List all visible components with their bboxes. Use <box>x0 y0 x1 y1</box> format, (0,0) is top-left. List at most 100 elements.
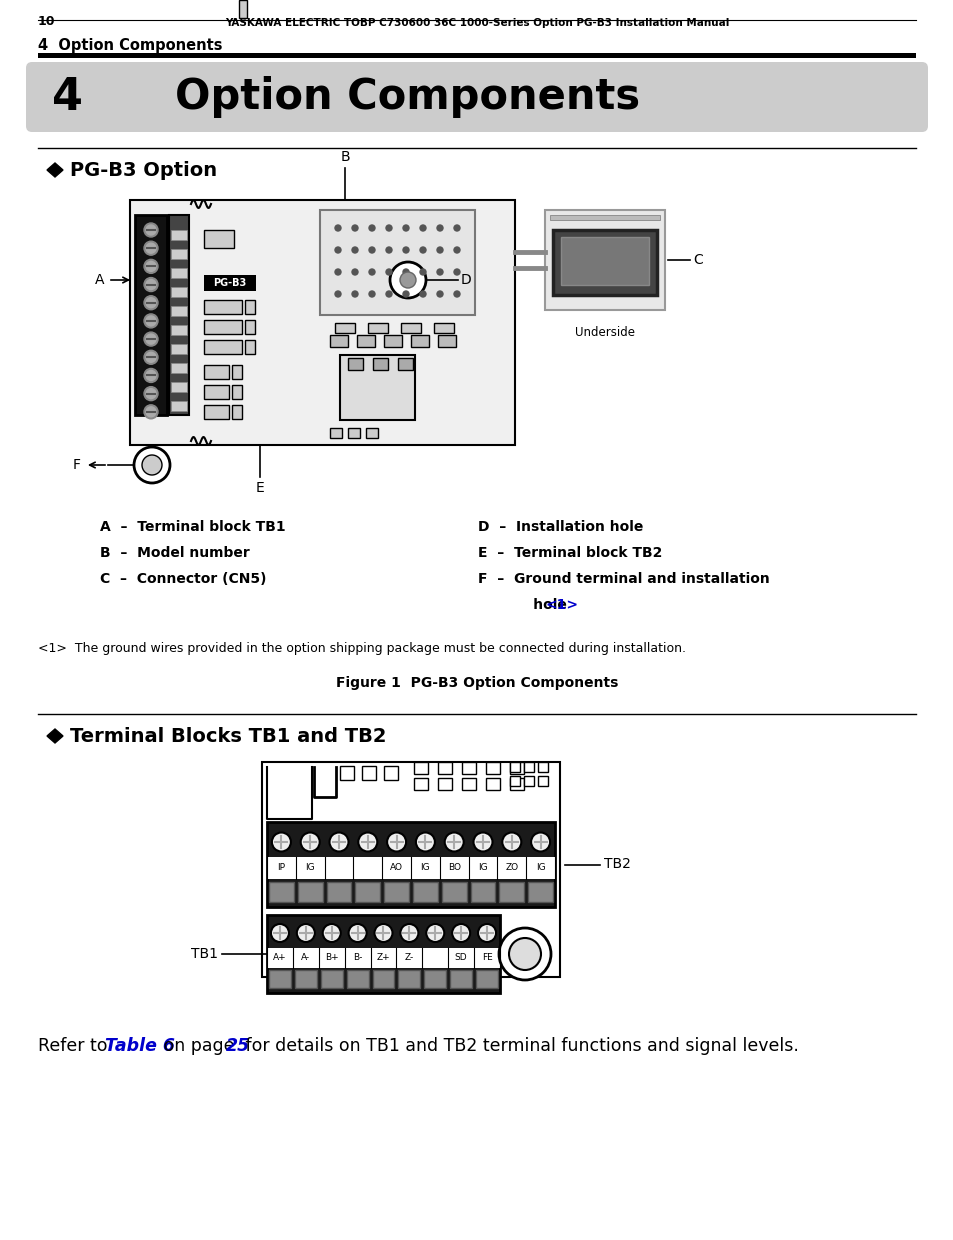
Circle shape <box>146 279 156 290</box>
Bar <box>269 970 291 988</box>
Circle shape <box>531 832 550 852</box>
Bar <box>169 215 189 415</box>
Circle shape <box>375 924 392 942</box>
Bar <box>262 763 559 977</box>
Bar <box>171 249 187 259</box>
Circle shape <box>402 224 409 231</box>
Bar <box>204 365 229 379</box>
Text: D  –  Installation hole: D – Installation hole <box>477 520 642 534</box>
Circle shape <box>335 291 340 298</box>
Text: A: A <box>94 273 104 286</box>
Circle shape <box>386 269 392 275</box>
Circle shape <box>352 291 357 298</box>
Circle shape <box>335 224 340 231</box>
Circle shape <box>386 224 392 231</box>
Bar <box>204 275 255 291</box>
Circle shape <box>509 937 540 970</box>
Circle shape <box>369 269 375 275</box>
Circle shape <box>352 224 357 231</box>
Circle shape <box>352 247 357 253</box>
Text: on page: on page <box>158 1037 240 1055</box>
Circle shape <box>502 832 520 852</box>
Bar <box>267 822 555 906</box>
Text: Refer to: Refer to <box>38 1037 112 1055</box>
Text: for details on TB1 and TB2 terminal functions and signal levels.: for details on TB1 and TB2 terminal func… <box>240 1037 799 1055</box>
Circle shape <box>358 832 376 852</box>
Circle shape <box>352 269 357 275</box>
Bar <box>537 776 547 786</box>
Circle shape <box>419 269 426 275</box>
Circle shape <box>454 247 459 253</box>
Bar <box>461 763 476 774</box>
Bar <box>171 229 187 241</box>
Circle shape <box>146 371 156 381</box>
Text: AO: AO <box>390 863 403 873</box>
Text: B  –  Model number: B – Model number <box>100 546 250 560</box>
Circle shape <box>369 224 375 231</box>
Bar <box>528 882 553 901</box>
Text: IG: IG <box>305 863 314 873</box>
Circle shape <box>146 316 156 326</box>
Circle shape <box>436 269 442 275</box>
Circle shape <box>416 832 435 852</box>
Bar <box>339 355 415 420</box>
Circle shape <box>144 387 158 401</box>
Bar <box>437 777 452 790</box>
Bar <box>368 322 388 334</box>
Bar <box>171 268 187 278</box>
Bar <box>267 915 499 993</box>
Text: 25: 25 <box>225 1037 250 1055</box>
Bar <box>267 857 555 879</box>
Circle shape <box>144 278 158 291</box>
Text: A-: A- <box>301 954 310 962</box>
Circle shape <box>272 832 291 852</box>
Circle shape <box>296 924 314 942</box>
Bar <box>544 210 664 310</box>
Text: SD: SD <box>455 954 467 962</box>
Bar <box>498 882 523 901</box>
Text: IG: IG <box>536 863 545 873</box>
Bar <box>384 882 409 901</box>
Bar <box>476 970 497 988</box>
Text: E  –  Terminal block TB2: E – Terminal block TB2 <box>477 546 661 560</box>
Polygon shape <box>47 162 63 177</box>
Bar <box>366 428 377 438</box>
Text: C  –  Connector (CN5): C – Connector (CN5) <box>100 572 266 587</box>
Circle shape <box>402 269 409 275</box>
Bar <box>400 322 420 334</box>
Bar <box>384 766 397 780</box>
Text: F  –  Ground terminal and installation: F – Ground terminal and installation <box>477 572 769 587</box>
Circle shape <box>146 243 156 253</box>
Bar <box>319 210 475 315</box>
Circle shape <box>322 924 340 942</box>
Text: Z-: Z- <box>404 954 414 962</box>
Bar <box>441 882 466 901</box>
Text: 10: 10 <box>38 15 55 29</box>
Bar <box>204 300 242 314</box>
Circle shape <box>271 924 289 942</box>
Text: Underside: Underside <box>575 326 635 339</box>
Bar <box>232 384 242 399</box>
Text: A  –  Terminal block TB1: A – Terminal block TB1 <box>100 520 285 534</box>
Bar <box>326 882 351 901</box>
Circle shape <box>390 262 426 298</box>
Circle shape <box>402 291 409 298</box>
Bar <box>346 970 368 988</box>
Bar <box>348 428 359 438</box>
Bar <box>130 200 515 445</box>
Text: ZO: ZO <box>505 863 517 873</box>
Bar <box>397 358 413 370</box>
Text: PG-B3: PG-B3 <box>213 278 247 288</box>
Text: <1>  The ground wires provided in the option shipping package must be connected : <1> The ground wires provided in the opt… <box>38 642 685 655</box>
Bar <box>267 949 499 968</box>
Bar <box>560 237 648 285</box>
Bar <box>232 405 242 419</box>
Circle shape <box>144 259 158 273</box>
Circle shape <box>369 291 375 298</box>
Bar <box>245 300 254 314</box>
Bar <box>135 215 167 415</box>
Circle shape <box>144 295 158 310</box>
Circle shape <box>300 832 319 852</box>
Text: D: D <box>460 273 471 286</box>
Bar <box>434 322 454 334</box>
